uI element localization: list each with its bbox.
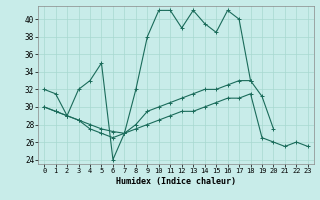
X-axis label: Humidex (Indice chaleur): Humidex (Indice chaleur) [116,177,236,186]
